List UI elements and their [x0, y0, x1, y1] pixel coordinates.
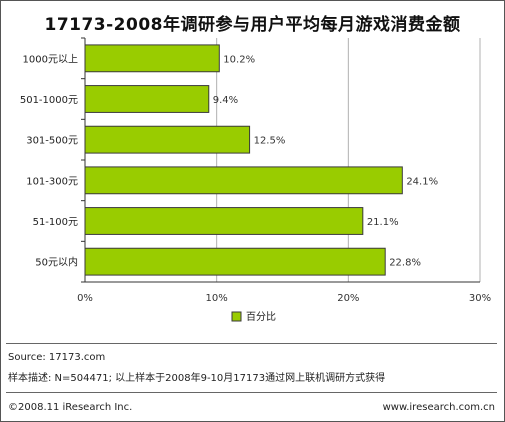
- plot-area: [85, 38, 480, 282]
- data-label: 12.5%: [254, 136, 286, 147]
- data-label: 21.1%: [367, 217, 399, 228]
- data-label: 10.2%: [223, 54, 255, 65]
- category-label: 501-1000元: [20, 95, 78, 106]
- category-label: 50元以内: [35, 256, 78, 269]
- category-label: 101-300元: [26, 176, 78, 187]
- legend-label: 百分比: [246, 311, 276, 323]
- data-label: 9.4%: [213, 95, 238, 106]
- website-text: www.iresearch.com.cn: [382, 402, 495, 413]
- data-label: 24.1%: [406, 176, 438, 187]
- category-label: 51-100元: [33, 217, 78, 228]
- bar: [84, 207, 364, 235]
- bar: [84, 166, 403, 195]
- bar: [84, 125, 251, 154]
- x-tick-label: 20%: [337, 293, 359, 304]
- legend-swatch: [231, 311, 242, 322]
- bar: [84, 85, 210, 113]
- x-tick-label: 0%: [77, 293, 93, 304]
- source-text: Source: 17173.com: [8, 352, 106, 363]
- sample-description: 样本描述: N=504471; 以上样本于2008年9-10月17173通过网上…: [8, 373, 386, 384]
- category-label: 301-500元: [26, 136, 78, 147]
- category-label: 1000元以上: [23, 53, 78, 65]
- data-label: 22.8%: [389, 258, 421, 269]
- divider-top: [6, 343, 497, 344]
- x-tick-label: 30%: [469, 293, 491, 304]
- bar: [84, 247, 386, 276]
- chart-title: 17173-2008年调研参与用户平均每月游戏消费金额: [44, 15, 461, 35]
- divider-bottom: [6, 392, 497, 393]
- copyright-text: ©2008.11 iResearch Inc.: [8, 402, 133, 413]
- x-tick-label: 10%: [206, 293, 228, 304]
- bar-chart: 0% 10% 20% 30% 1000元以上 10.2% 501-1000元 9.4% 301-…: [20, 37, 491, 323]
- bar: [84, 44, 220, 73]
